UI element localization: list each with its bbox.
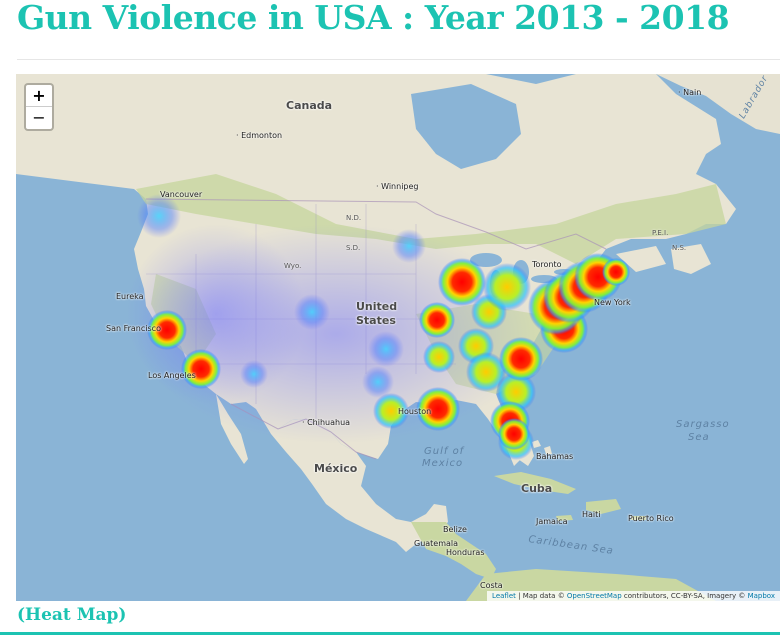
heat-point-minneapolis: [392, 229, 426, 263]
heat-map[interactable]: Canada United States México Cuba · Edmon…: [16, 74, 780, 601]
zoom-out-button[interactable]: −: [26, 107, 52, 129]
mapbox-link[interactable]: Mapbox: [748, 592, 775, 600]
title-divider: [17, 59, 780, 60]
label-houston: Houston: [398, 407, 431, 416]
label-guatemala: Guatemala: [414, 539, 458, 548]
label-bahamas: Bahamas: [536, 452, 573, 461]
label-los-angeles: Los Angeles: [148, 371, 196, 380]
label-nd: N.D.: [346, 214, 361, 222]
label-haiti: Haiti: [582, 510, 601, 519]
openstreetmap-link[interactable]: OpenStreetMap: [567, 592, 622, 600]
heat-point-seattle: [137, 194, 181, 238]
heat-point-atlanta: [499, 337, 543, 381]
label-sd: S.D.: [346, 244, 360, 252]
label-ns: N.S.: [672, 244, 686, 252]
bottom-divider: [0, 632, 780, 635]
label-cuba: Cuba: [521, 482, 552, 495]
label-edmonton: · Edmonton: [236, 131, 282, 140]
label-sargasso-sea: Sea: [688, 432, 710, 443]
heat-point-denver: [294, 294, 330, 330]
attribution-map-data: | Map data ©: [516, 592, 567, 600]
attribution-contributors: contributors, CC-BY-SA, Imagery ©: [622, 592, 748, 600]
label-jamaica: Jamaica: [536, 517, 567, 526]
label-toronto: Toronto: [532, 260, 562, 269]
heat-point-tampa: [498, 418, 530, 450]
heat-point-detroit: [483, 263, 531, 311]
label-new-york: New York: [594, 298, 631, 307]
label-wyo: Wyo.: [284, 262, 301, 270]
label-chihuahua: · Chihuahua: [302, 418, 350, 427]
label-puerto-rico: Puerto Rico: [628, 514, 674, 523]
label-costa: Costa: [480, 581, 503, 590]
label-gulf-of: Gulf of: [424, 446, 464, 457]
label-sargasso: Sargasso: [676, 419, 730, 430]
label-winnipeg: · Winnipeg: [376, 182, 419, 191]
heat-point-memphis: [423, 341, 455, 373]
page-title: Gun Violence in USA : Year 2013 - 2018: [17, 0, 729, 37]
heat-point-chicago: [438, 258, 486, 306]
label-san-francisco: San Francisco: [106, 324, 161, 333]
heat-point-kansas-city: [368, 331, 404, 367]
label-canada: Canada: [286, 99, 332, 112]
label-nain: · Nain: [678, 88, 701, 97]
zoom-control: + −: [24, 83, 54, 131]
label-united: United: [356, 300, 397, 313]
label-gulf-mexico: Mexico: [422, 458, 463, 469]
label-vancouver: Vancouver: [160, 190, 202, 199]
zoom-in-button[interactable]: +: [26, 85, 52, 107]
map-attribution: Leaflet | Map data © OpenStreetMap contr…: [487, 591, 780, 601]
label-mexico: México: [314, 462, 357, 475]
label-pei: P.E.I.: [652, 229, 668, 237]
leaflet-link[interactable]: Leaflet: [492, 592, 516, 600]
label-eureka: Eureka: [116, 292, 144, 301]
heat-point-phoenix: [240, 360, 268, 388]
map-caption: (Heat Map): [17, 605, 126, 625]
label-honduras: Honduras: [446, 548, 485, 557]
heat-point-los-angeles: [181, 349, 221, 389]
label-states: States: [356, 314, 396, 327]
label-belize: Belize: [443, 525, 467, 534]
heat-point-st-louis: [419, 302, 455, 338]
heat-point-boston: [602, 258, 630, 286]
